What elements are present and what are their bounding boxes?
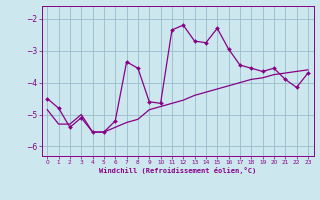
X-axis label: Windchill (Refroidissement éolien,°C): Windchill (Refroidissement éolien,°C)	[99, 167, 256, 174]
